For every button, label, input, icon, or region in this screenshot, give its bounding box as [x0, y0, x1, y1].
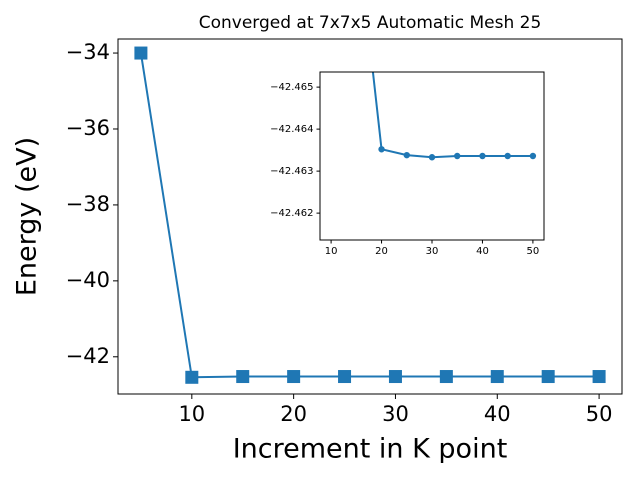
series: [134, 46, 606, 384]
y-tick-label: −42: [66, 344, 110, 368]
x-axis-label: Increment in K point: [233, 434, 508, 465]
x-tick-label: 20: [280, 402, 307, 426]
x-tick-label: 40: [476, 246, 489, 257]
plot-frame: [319, 71, 545, 241]
y-tick-label: −36: [66, 116, 110, 140]
x-tick-label: 50: [527, 246, 540, 257]
x-tick-label: 10: [178, 402, 205, 426]
marker: [388, 370, 402, 384]
marker: [504, 152, 511, 160]
y-tick-label: −42.462: [270, 208, 313, 219]
marker: [479, 152, 486, 160]
marker: [185, 370, 199, 384]
series: [371, 72, 537, 161]
marker: [428, 154, 436, 161]
x-tick-label: 30: [382, 402, 409, 426]
marker: [454, 152, 461, 160]
marker: [403, 151, 410, 159]
marker: [338, 370, 352, 384]
marker: [134, 46, 148, 60]
y-tick-label: −42.465: [270, 82, 313, 93]
marker: [592, 370, 606, 384]
marker: [287, 370, 301, 384]
y-tick-label: −34: [66, 40, 110, 64]
x-tick-label: 30: [426, 246, 439, 257]
marker: [529, 152, 537, 160]
marker: [541, 370, 555, 384]
inset-plot: 10 20 30 40 50 −42.465 −42.464 −42.463 −42.462: [270, 71, 545, 257]
y-tick-label: −40: [66, 268, 110, 292]
x-tick-label: 50: [586, 402, 613, 426]
marker: [378, 146, 385, 153]
y-tick-label: −42.463: [270, 166, 313, 177]
plot-frame: [117, 38, 623, 395]
x-tick-label: 10: [325, 246, 338, 257]
marker: [236, 370, 250, 384]
data-line: [139, 52, 600, 379]
y-axis-label: Energy (eV): [12, 137, 43, 296]
marker: [439, 370, 453, 384]
x-tick-label: 40: [484, 402, 511, 426]
marker: [490, 370, 504, 384]
y-tick-label: −42.464: [270, 124, 313, 135]
x-tick-label: 20: [375, 246, 388, 257]
chart-title: Converged at 7x7x5 Automatic Mesh 25: [199, 13, 542, 33]
y-tick-label: −38: [66, 192, 110, 216]
